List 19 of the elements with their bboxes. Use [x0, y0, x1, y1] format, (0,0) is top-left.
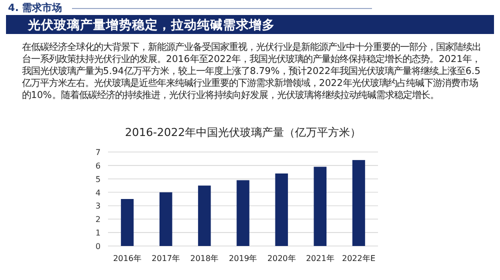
y-tick-label: 3: [95, 202, 101, 211]
text: 在低碳经济全球化的大背景下，新能源产业备受国家重视，光伏行业是新能源产业中十分重要的一部分，国家陆续出台一系列政策扶持光伏行业的发展。2016年至2022年，我国光伏玻璃的产量始终保持稳定增长的态势。2021年，我国光伏玻璃产量为5.94亿万平方米，较上一年度上涨了8.79%，预计2022年我国光伏玻璃产量将继续上涨至6.5亿万平方米左右。光伏玻璃是近些年来纯碱行业重要的下游需求新增领域，2022年光伏玻璃约占纯碱下游消费市场的10%。随着低碳经济的持续推进，光伏行业将持续向好发展，光伏玻璃将继续拉动纯碱需求稳定增长。: [22, 42, 482, 102]
x-tick-label: 2017年: [152, 254, 180, 263]
y-tick-label: 6: [95, 161, 101, 170]
y-tick-label: 1: [95, 228, 101, 238]
y-tick-label: 7: [95, 148, 101, 157]
x-tick-label: 2016年: [113, 254, 142, 263]
x-tick-label: 2019年: [228, 254, 258, 263]
x-tick-label: 2021年: [306, 254, 334, 263]
text: 光伏玻璃产量增势稳定，拉动纯碱需求增多: [28, 17, 275, 32]
x-tick-label: 2018年: [190, 254, 219, 263]
y-tick-label: 5: [95, 174, 101, 184]
text: 4. 需求市场: [8, 1, 62, 15]
x-tick-label: 2020年: [267, 254, 296, 263]
x-tick-label: 2022年E: [342, 254, 376, 263]
y-tick-label: 4: [95, 188, 101, 198]
y-tick-label: 0: [95, 242, 101, 251]
y-tick-label: 2: [95, 215, 101, 224]
chart-title: 2016-2022年中国光伏玻璃产量（亿万平方米）: [125, 126, 361, 139]
